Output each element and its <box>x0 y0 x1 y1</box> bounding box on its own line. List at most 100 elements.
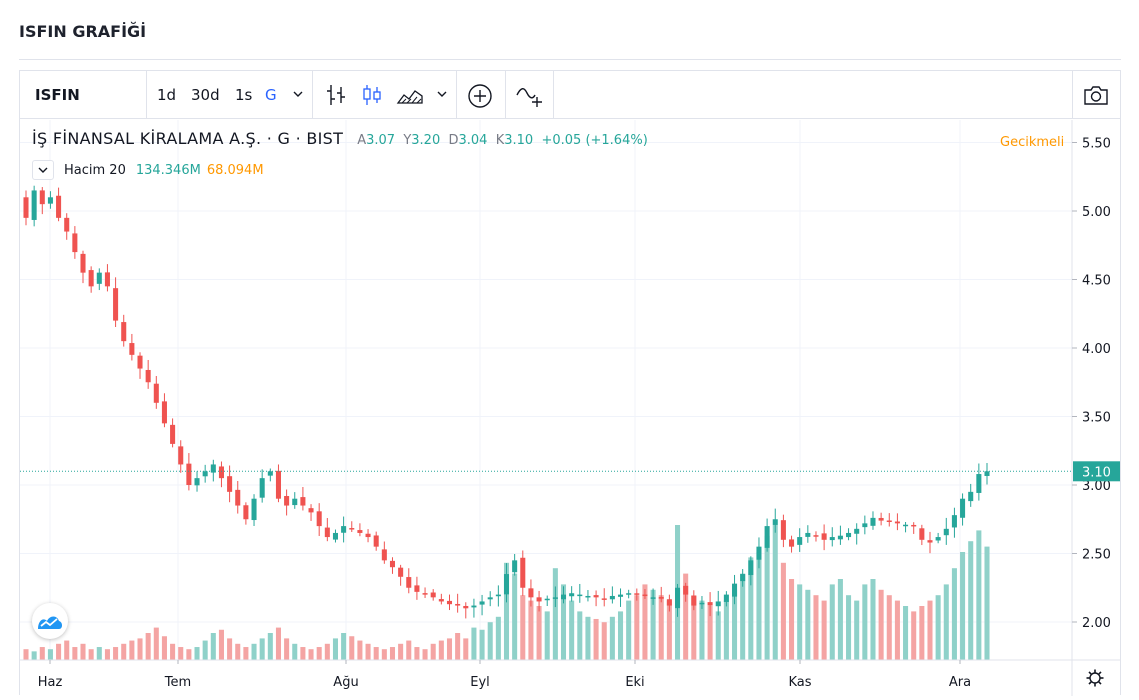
area-style-icon[interactable] <box>396 83 424 107</box>
candle-body <box>797 537 803 545</box>
candle-body <box>821 533 827 540</box>
candle-body <box>585 595 591 598</box>
candle-body <box>235 489 241 506</box>
candle-body <box>243 505 249 520</box>
candle-body <box>218 466 224 479</box>
candle-body <box>349 528 355 530</box>
price-tick-label: 2.00 <box>1082 616 1111 631</box>
candle-body <box>976 474 982 493</box>
candle-body <box>161 401 167 424</box>
chart-area[interactable]: 5.50 5.00 4.50 4.00 3.50 3.00 2.50 2.00 3.10 Haz T… <box>20 120 1120 696</box>
candle-body <box>129 343 135 355</box>
interval-g-button[interactable]: G <box>265 86 277 104</box>
candle-body <box>536 597 542 602</box>
candle-body <box>837 535 843 540</box>
candle-body <box>210 464 216 473</box>
volume-bar <box>178 647 184 660</box>
interval-1d-button[interactable]: 1d <box>157 86 177 104</box>
candle-body <box>267 471 273 476</box>
candle-body <box>919 528 925 540</box>
volume-bar <box>471 627 477 660</box>
candle-body <box>324 527 330 538</box>
candle-body <box>870 517 876 526</box>
title-divider <box>19 59 1121 60</box>
candle-body <box>903 524 909 527</box>
volume-bar <box>186 649 192 660</box>
volume-bar <box>47 649 53 660</box>
candle-body <box>520 557 526 588</box>
candle-body <box>780 520 786 540</box>
candle-body <box>503 574 510 595</box>
camera-icon[interactable] <box>1082 83 1110 107</box>
candle-body <box>626 593 632 595</box>
candle-body <box>813 535 819 537</box>
volume-bar <box>218 629 224 660</box>
compare-icon[interactable] <box>515 83 545 109</box>
chevron-down-icon <box>38 167 48 173</box>
volume-bar <box>349 636 355 660</box>
page-title: ISFIN GRAFİĞİ <box>19 22 147 41</box>
collapse-legend-button[interactable] <box>32 160 54 180</box>
candle-body <box>960 498 966 518</box>
candle-style-icon[interactable] <box>361 83 383 107</box>
volume-bar <box>870 579 876 660</box>
time-tick-label: Eyl <box>470 675 490 690</box>
volume-bar <box>593 618 599 660</box>
price-tick-label: 3.00 <box>1082 479 1111 494</box>
chart-toolbar: ISFIN 1d 30d 1s G <box>20 71 1120 119</box>
settings-gear-icon[interactable] <box>1086 669 1104 687</box>
high-label: Y <box>403 133 412 148</box>
volume-bar <box>113 647 119 660</box>
candle-body <box>194 478 200 486</box>
volume-bar <box>88 649 94 660</box>
volume-bar <box>121 643 127 660</box>
interval-30d-button[interactable]: 30d <box>191 86 220 104</box>
candle-body <box>259 478 265 498</box>
price-chart[interactable]: 5.50 5.00 4.50 4.00 3.50 3.00 2.50 2.00 3.10 Haz T… <box>20 120 1120 696</box>
chevron-down-icon[interactable] <box>436 89 448 99</box>
candle-body <box>487 597 493 600</box>
candle-body <box>862 523 868 528</box>
interval-1s-button[interactable]: 1s <box>235 86 253 104</box>
chevron-down-icon[interactable] <box>292 89 304 99</box>
volume-bar <box>886 595 892 660</box>
time-tick-label: Ara <box>949 675 971 690</box>
candle-body <box>438 599 444 602</box>
candle-body <box>170 424 176 444</box>
candle-body <box>846 532 852 538</box>
candle-body <box>968 491 974 502</box>
candle-body <box>666 599 672 606</box>
candle-body <box>935 537 941 541</box>
candle-body <box>365 533 371 538</box>
volume-bar <box>935 595 941 660</box>
candle-body <box>373 535 379 547</box>
bar-style-icon[interactable] <box>325 83 347 107</box>
candle-body <box>381 549 387 561</box>
candle-body <box>153 383 159 403</box>
volume-bar <box>764 535 770 660</box>
volume-bar <box>495 616 501 660</box>
ohlc-values: A3.07 Y3.20 D3.04 K3.10 +0.05 (+1.64%) <box>357 133 648 148</box>
candle-body <box>911 524 917 527</box>
high-value: 3.20 <box>411 133 441 148</box>
candle-body <box>479 601 485 605</box>
candle-body <box>691 595 697 606</box>
candle-body <box>789 539 795 547</box>
time-tick-label: Kas <box>788 675 811 690</box>
volume-bar <box>503 562 510 660</box>
volume-bar <box>430 643 436 660</box>
candle-body <box>31 190 37 220</box>
volume-bar <box>341 633 347 660</box>
tradingview-logo-button[interactable] <box>32 603 68 639</box>
volume-bar <box>772 525 778 660</box>
plus-circle-icon[interactable] <box>467 83 493 109</box>
price-tick-label: 4.00 <box>1082 342 1111 357</box>
candle-body <box>772 519 778 525</box>
volume-bar <box>626 600 632 660</box>
symbol-search-button[interactable]: ISFIN <box>35 86 80 104</box>
candle-body <box>47 197 53 204</box>
volume-bar <box>919 606 925 660</box>
volume-bar <box>316 647 322 660</box>
volume-bar <box>455 633 461 660</box>
candle-body <box>951 515 957 528</box>
